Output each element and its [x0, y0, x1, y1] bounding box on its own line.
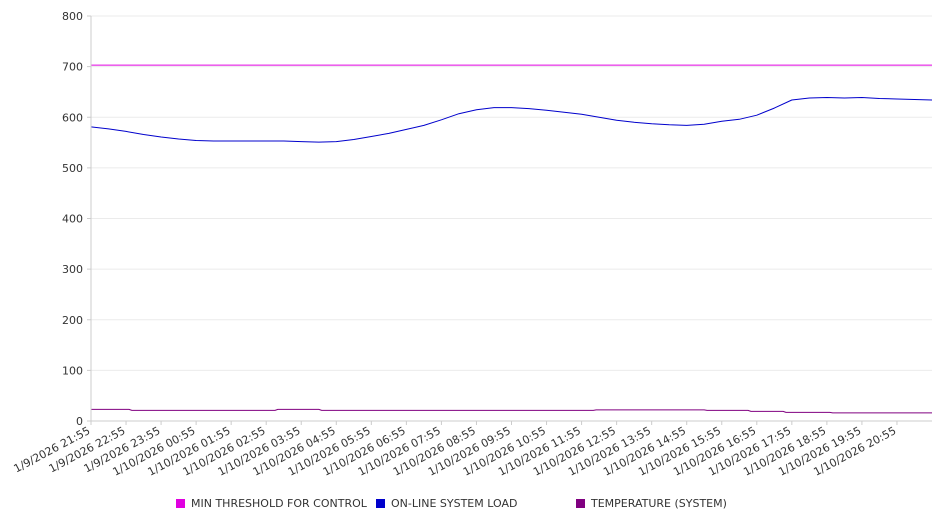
y-tick-label: 0	[76, 415, 83, 428]
y-tick-label: 200	[62, 314, 83, 327]
legend-item[interactable]: ON-LINE SYSTEM LOAD	[376, 497, 517, 510]
x-axis-ticks: 1/9/2026 21:551/9/2026 22:551/9/2026 23:…	[12, 421, 898, 479]
y-tick-label: 300	[62, 263, 83, 276]
y-tick-label: 600	[62, 111, 83, 124]
legend-label: ON-LINE SYSTEM LOAD	[391, 497, 518, 510]
legend-label: MIN THRESHOLD FOR CONTROL	[191, 497, 367, 510]
legend-label: TEMPERATURE (SYSTEM)	[591, 497, 727, 510]
y-tick-label: 800	[62, 10, 83, 23]
gridlines	[91, 15, 932, 371]
series-group	[90, 64, 933, 414]
y-tick-label: 100	[62, 364, 83, 377]
legend-swatch	[176, 499, 185, 508]
y-axis-ticks: 0 100 200 300 400 500 600 700 800	[62, 10, 91, 428]
legend: MIN THRESHOLD FOR CONTROL ON-LINE SYSTEM …	[0, 497, 946, 515]
legend-item[interactable]: TEMPERATURE (SYSTEM)	[576, 497, 727, 510]
legend-swatch	[376, 499, 385, 508]
series-line-3	[91, 408, 932, 414]
legend-swatch	[576, 499, 585, 508]
legend-item[interactable]: MIN THRESHOLD FOR CONTROL	[176, 497, 367, 510]
y-tick-label: 500	[62, 162, 83, 175]
y-tick-label: 400	[62, 213, 83, 226]
y-tick-label: 700	[62, 61, 83, 74]
series-line-2	[90, 97, 933, 143]
